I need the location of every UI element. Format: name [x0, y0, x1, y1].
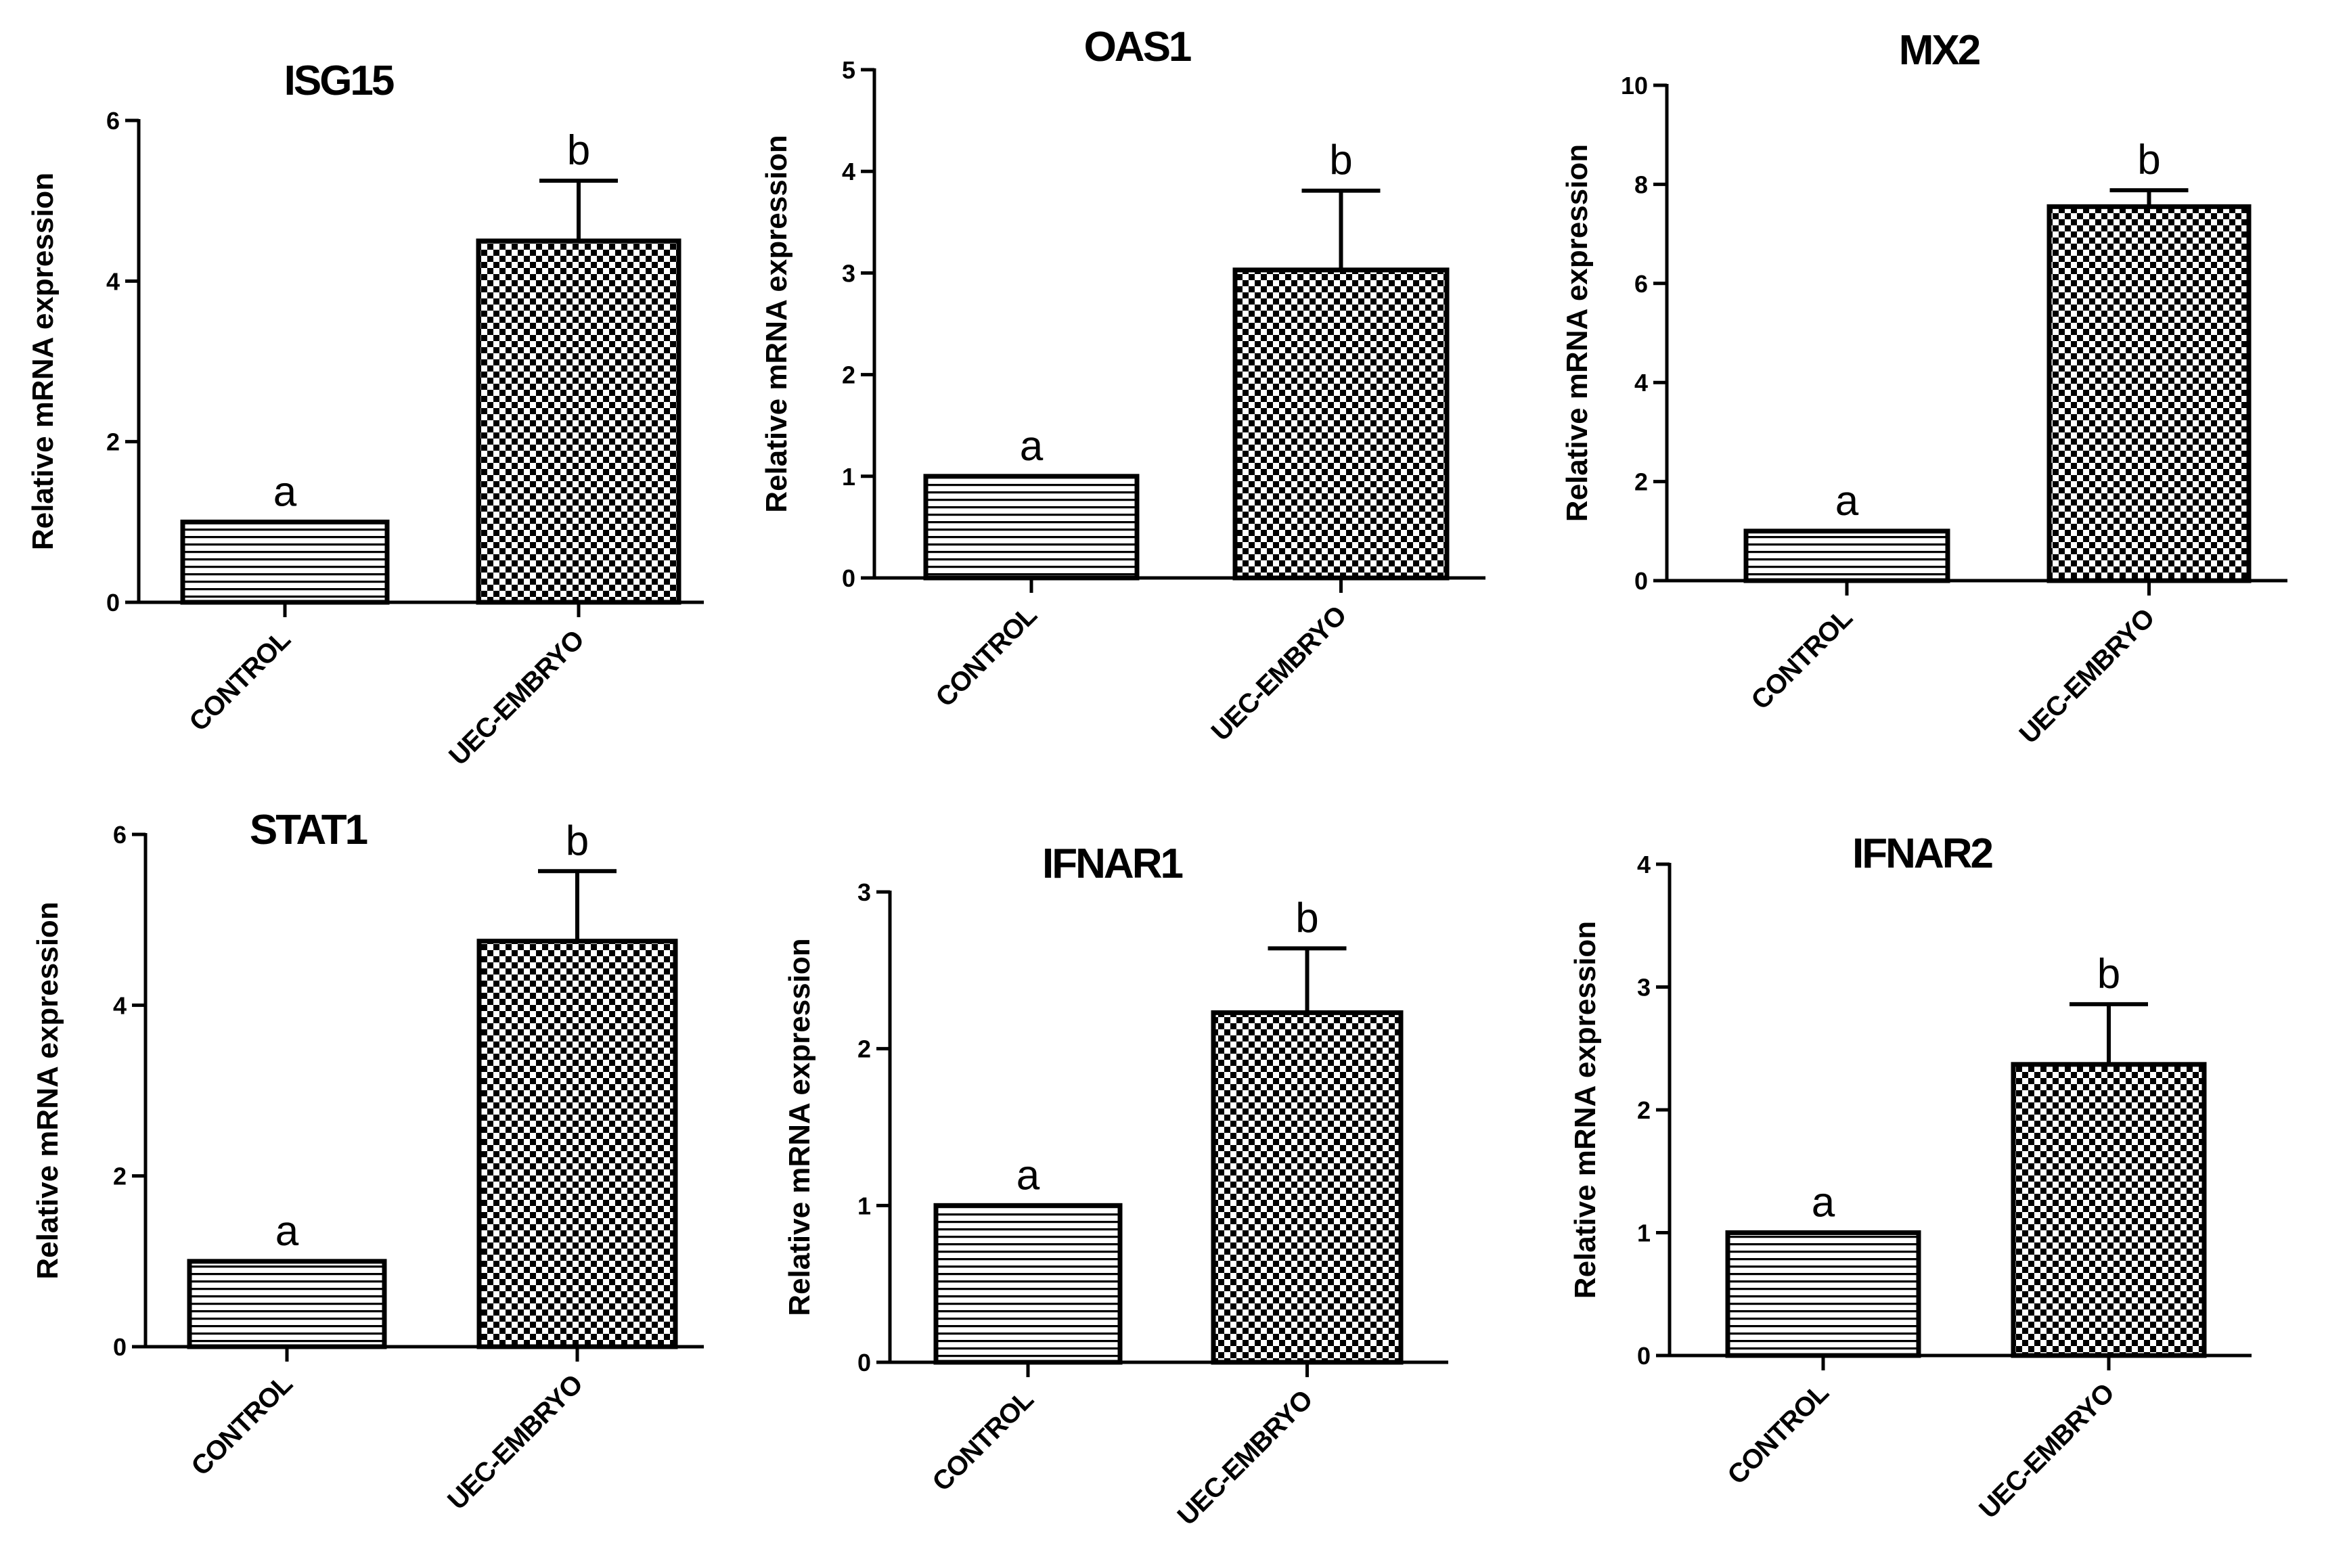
x-category-label: CONTROL — [1745, 603, 1858, 715]
y-tick-label: 2 — [106, 428, 120, 456]
bar-uec-embryo — [1211, 1010, 1404, 1365]
y-tick-label: 4 — [842, 158, 855, 185]
y-tick-label: 0 — [1634, 567, 1648, 595]
x-category-label: UEC-EMBRYO — [2014, 603, 2160, 749]
y-tick-label: 6 — [113, 821, 127, 849]
y-tick-label: 6 — [106, 107, 120, 135]
y-tick-label: 1 — [857, 1192, 871, 1219]
significance-label: b — [567, 127, 590, 174]
y-tick-label: 2 — [1637, 1096, 1651, 1124]
significance-label: a — [275, 1208, 299, 1255]
y-tick-label: 4 — [113, 991, 127, 1019]
significance-label: a — [1812, 1180, 1835, 1226]
chart-title: IFNAR2 — [1852, 830, 1992, 877]
x-category-label: UEC-EMBRYO — [1206, 600, 1352, 746]
y-tick-label: 5 — [842, 56, 855, 84]
x-category-label: CONTROL — [926, 1385, 1039, 1497]
y-tick-label: 4 — [106, 267, 120, 295]
chart-panel-ifnar2: IFNAR2 Relative mRNA expression 0 1 2 3 4 a CONT… — [1569, 830, 2252, 1525]
y-tick-label: 3 — [1637, 974, 1651, 1002]
y-tick-label: 1 — [842, 463, 855, 491]
y-tick-label: 0 — [857, 1349, 871, 1376]
charts-root: ISG15 Relative mRNA expression 0 2 4 6 a CONTRO… — [26, 24, 2287, 1531]
y-tick-label: 2 — [1634, 468, 1648, 496]
bar-control — [187, 1259, 387, 1349]
y-axis-label: Relative mRNA expression — [1569, 921, 1602, 1299]
chart-title: ISG15 — [284, 58, 394, 104]
significance-label: a — [273, 468, 297, 515]
y-tick-label: 0 — [842, 564, 855, 592]
y-tick-label: 0 — [113, 1333, 127, 1361]
significance-label: b — [2097, 951, 2120, 998]
x-category-label: UEC-EMBRYO — [443, 625, 589, 771]
bar-control — [923, 474, 1140, 581]
y-tick-label: 6 — [1634, 270, 1648, 298]
bar-control — [1725, 1230, 1921, 1358]
significance-label: b — [1329, 137, 1352, 184]
y-axis-label: Relative mRNA expression — [1561, 144, 1594, 522]
chart-title: MX2 — [1899, 27, 1980, 74]
bar-uec-embryo — [2011, 1062, 2207, 1358]
y-tick-label: 2 — [857, 1035, 871, 1063]
significance-label: a — [1020, 423, 1044, 470]
x-category-label: UEC-EMBRYO — [1172, 1385, 1318, 1531]
significance-label: b — [566, 817, 589, 864]
y-tick-label: 1 — [1637, 1219, 1651, 1247]
y-tick-label: 4 — [1634, 369, 1648, 397]
y-tick-label: 3 — [842, 259, 855, 287]
y-tick-label: 2 — [842, 361, 855, 389]
chart-title: OAS1 — [1084, 24, 1191, 70]
significance-label: b — [1295, 895, 1318, 941]
y-axis-label: Relative mRNA expression — [783, 938, 816, 1316]
y-axis-label: Relative mRNA expression — [26, 173, 60, 550]
chart-panel-mx2: MX2 Relative mRNA expression 0 2 4 6 8 10 a CONTR… — [1561, 27, 2287, 750]
bar-control — [933, 1203, 1123, 1365]
chart-panel-isg15: ISG15 Relative mRNA expression 0 2 4 6 a CONTRO… — [26, 58, 704, 771]
x-category-label: CONTROL — [183, 625, 296, 737]
x-category-label: CONTROL — [185, 1369, 298, 1481]
chart-panel-stat1: STAT1 Relative mRNA expression 0 2 4 6 a CONTRO… — [31, 807, 704, 1516]
y-tick-label: 0 — [106, 589, 120, 617]
bar-control — [1743, 529, 1950, 583]
y-axis-label: Relative mRNA expression — [31, 901, 64, 1279]
bar-uec-embryo — [2047, 204, 2252, 583]
significance-label: a — [1016, 1152, 1040, 1199]
bar-uec-embryo — [1232, 267, 1450, 581]
y-tick-label: 3 — [857, 878, 871, 906]
chart-title: STAT1 — [250, 807, 367, 853]
x-category-label: UEC-EMBRYO — [1973, 1378, 2120, 1524]
significance-label: b — [2137, 137, 2160, 183]
bar-control — [180, 519, 390, 605]
y-tick-label: 4 — [1637, 851, 1651, 878]
y-tick-label: 0 — [1637, 1342, 1651, 1370]
bar-uec-embryo — [476, 238, 681, 605]
chart-panel-ifnar1: IFNAR1 Relative mRNA expression 0 1 2 3 a CONTR… — [783, 841, 1448, 1531]
significance-label: a — [1835, 478, 1859, 524]
y-axis-label: Relative mRNA expression — [760, 135, 793, 512]
chart-title: IFNAR1 — [1042, 841, 1182, 887]
x-category-label: CONTROL — [930, 600, 1042, 713]
x-category-label: UEC-EMBRYO — [442, 1369, 588, 1515]
y-tick-label: 2 — [113, 1163, 127, 1190]
bar-uec-embryo — [476, 939, 678, 1349]
x-category-label: CONTROL — [1722, 1378, 1834, 1490]
chart-panel-oas1: OAS1 Relative mRNA expression 0 1 2 3 4 5 a CONTR… — [760, 24, 1485, 747]
y-tick-label: 10 — [1621, 72, 1648, 99]
y-tick-label: 8 — [1634, 171, 1648, 198]
